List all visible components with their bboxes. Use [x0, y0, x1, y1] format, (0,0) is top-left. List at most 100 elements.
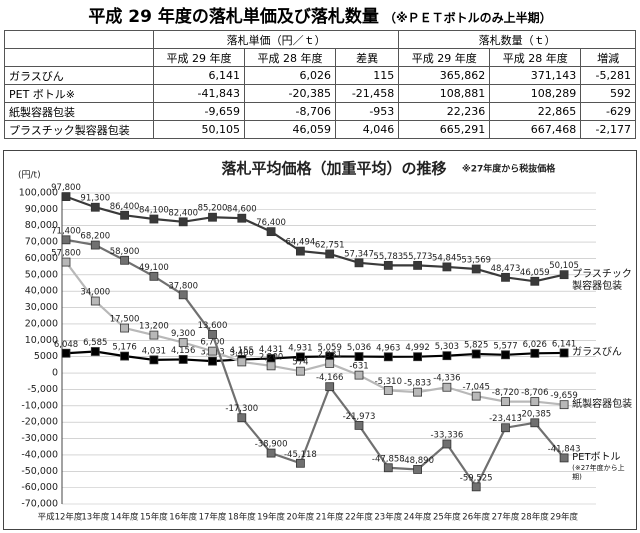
header-row: 落札単価（円／ｔ） 落札数量（ｔ）	[4, 30, 636, 49]
cell: -41,843	[153, 84, 245, 103]
value-label: 46,059	[520, 268, 550, 278]
marker	[61, 192, 71, 202]
value-label: 86,400	[110, 202, 140, 212]
price-table: 落札単価（円／ｔ） 落札数量（ｔ） 平成 29 年度 平成 28 年度 差異 平成 29 …	[4, 30, 636, 139]
marker	[61, 348, 71, 358]
x-tick-label: 19年度	[257, 512, 285, 523]
column-header: 平成 29 年度	[153, 48, 245, 67]
marker	[266, 448, 276, 458]
marker	[61, 257, 71, 267]
value-label: -33,336	[430, 430, 463, 440]
value-label: 4,992	[405, 343, 429, 353]
value-label: 5,059	[318, 343, 342, 353]
y-tick-label: 60,000	[25, 253, 58, 264]
value-label: 85,200	[198, 204, 228, 214]
x-tick-label: 29年度	[550, 512, 578, 523]
value-label: 5,036	[347, 343, 371, 353]
table-row: PET ボトル※ -41,843 -20,385 -21,458 108,881 108,…	[4, 84, 636, 103]
table-row: プラスチック製容器包装 50,105 46,059 4,046 665,291 667,4…	[4, 120, 636, 139]
marker	[149, 271, 159, 281]
y-tick-label: -60,000	[21, 482, 58, 493]
y-tick-label: -40,000	[21, 449, 58, 460]
x-tick-label: 28年度	[521, 512, 549, 523]
header-row: 平成 29 年度 平成 28 年度 差異 平成 29 年度 平成 28 年度 増減	[4, 48, 636, 67]
marker	[383, 260, 393, 270]
cell: 46,059	[244, 120, 336, 139]
series-name: プラスチック製容器包装	[572, 268, 632, 292]
value-label: 62,751	[315, 240, 345, 250]
y-tick-label: 40,000	[25, 286, 58, 297]
value-label: 91,300	[80, 194, 110, 204]
y-tick-label: 100,000	[19, 188, 58, 199]
column-header: 差異	[334, 48, 400, 67]
marker	[120, 210, 129, 220]
marker	[530, 276, 540, 286]
x-tick-label: 平成12年度	[38, 512, 83, 523]
marker	[354, 370, 364, 380]
marker	[120, 323, 129, 333]
marker	[295, 366, 305, 376]
value-label: 76,400	[256, 218, 286, 228]
marker	[383, 352, 393, 362]
value-label: 34,000	[80, 288, 110, 298]
cell: 22,236	[398, 102, 491, 121]
y-tick-label: 50,000	[25, 269, 58, 280]
marker	[178, 217, 188, 227]
value-label: -631	[349, 362, 368, 372]
column-header: 平成 29 年度	[398, 48, 491, 67]
marker	[208, 356, 217, 366]
value-label: 57,347	[344, 249, 374, 259]
marker	[90, 347, 100, 356]
value-label: 64,494	[286, 238, 316, 248]
value-label: -38,900	[255, 440, 288, 450]
marker	[237, 357, 247, 367]
marker	[530, 418, 540, 428]
value-label: 5,303	[435, 342, 459, 352]
value-label: 5,577	[493, 341, 517, 351]
cell: 4,046	[334, 120, 400, 139]
value-label: 71,400	[51, 226, 81, 236]
value-label: 57,800	[51, 249, 81, 259]
x-tick-label: 15年度	[140, 512, 168, 523]
y-tick-label: 10,000	[25, 335, 58, 346]
value-label: 54,845	[432, 253, 462, 263]
value-label: 13,200	[139, 322, 169, 332]
marker	[208, 330, 217, 339]
marker	[266, 361, 276, 371]
x-tick-label: 21年度	[316, 512, 344, 523]
value-label: 5,176	[112, 343, 136, 353]
marker	[237, 413, 247, 423]
marker	[90, 240, 100, 250]
cell: 667,468	[489, 120, 582, 139]
cell: -953	[334, 102, 400, 121]
group-header: 落札数量（ｔ）	[398, 30, 636, 49]
marker	[559, 348, 569, 358]
value-label: 49,100	[139, 263, 169, 273]
value-label: 37,800	[168, 281, 198, 291]
row-label: 紙製容器包装	[4, 102, 154, 121]
value-label: 82,400	[168, 208, 198, 218]
marker	[149, 214, 159, 224]
cell: -8,706	[244, 102, 336, 121]
value-label: 55,783	[373, 252, 403, 262]
y-tick-label: 30,000	[25, 302, 58, 313]
value-label: -20,385	[518, 409, 551, 419]
cell: -20,385	[244, 84, 336, 103]
value-label: -48,890	[401, 456, 434, 466]
marker	[120, 255, 129, 265]
cell: 108,881	[398, 84, 491, 103]
row-label: PET ボトル※	[4, 84, 154, 103]
y-tick-label: 90,000	[25, 204, 58, 215]
value-label: 6,141	[552, 339, 576, 349]
value-label: 4,431	[259, 345, 283, 355]
marker	[559, 453, 569, 463]
cell: 592	[580, 84, 636, 103]
marker	[501, 423, 510, 433]
marker	[559, 270, 569, 280]
marker	[471, 391, 481, 401]
value-label: -7,045	[462, 383, 489, 393]
marker	[237, 213, 247, 223]
marker	[442, 439, 452, 449]
x-tick-label: 14年度	[111, 512, 139, 523]
marker	[178, 355, 188, 364]
